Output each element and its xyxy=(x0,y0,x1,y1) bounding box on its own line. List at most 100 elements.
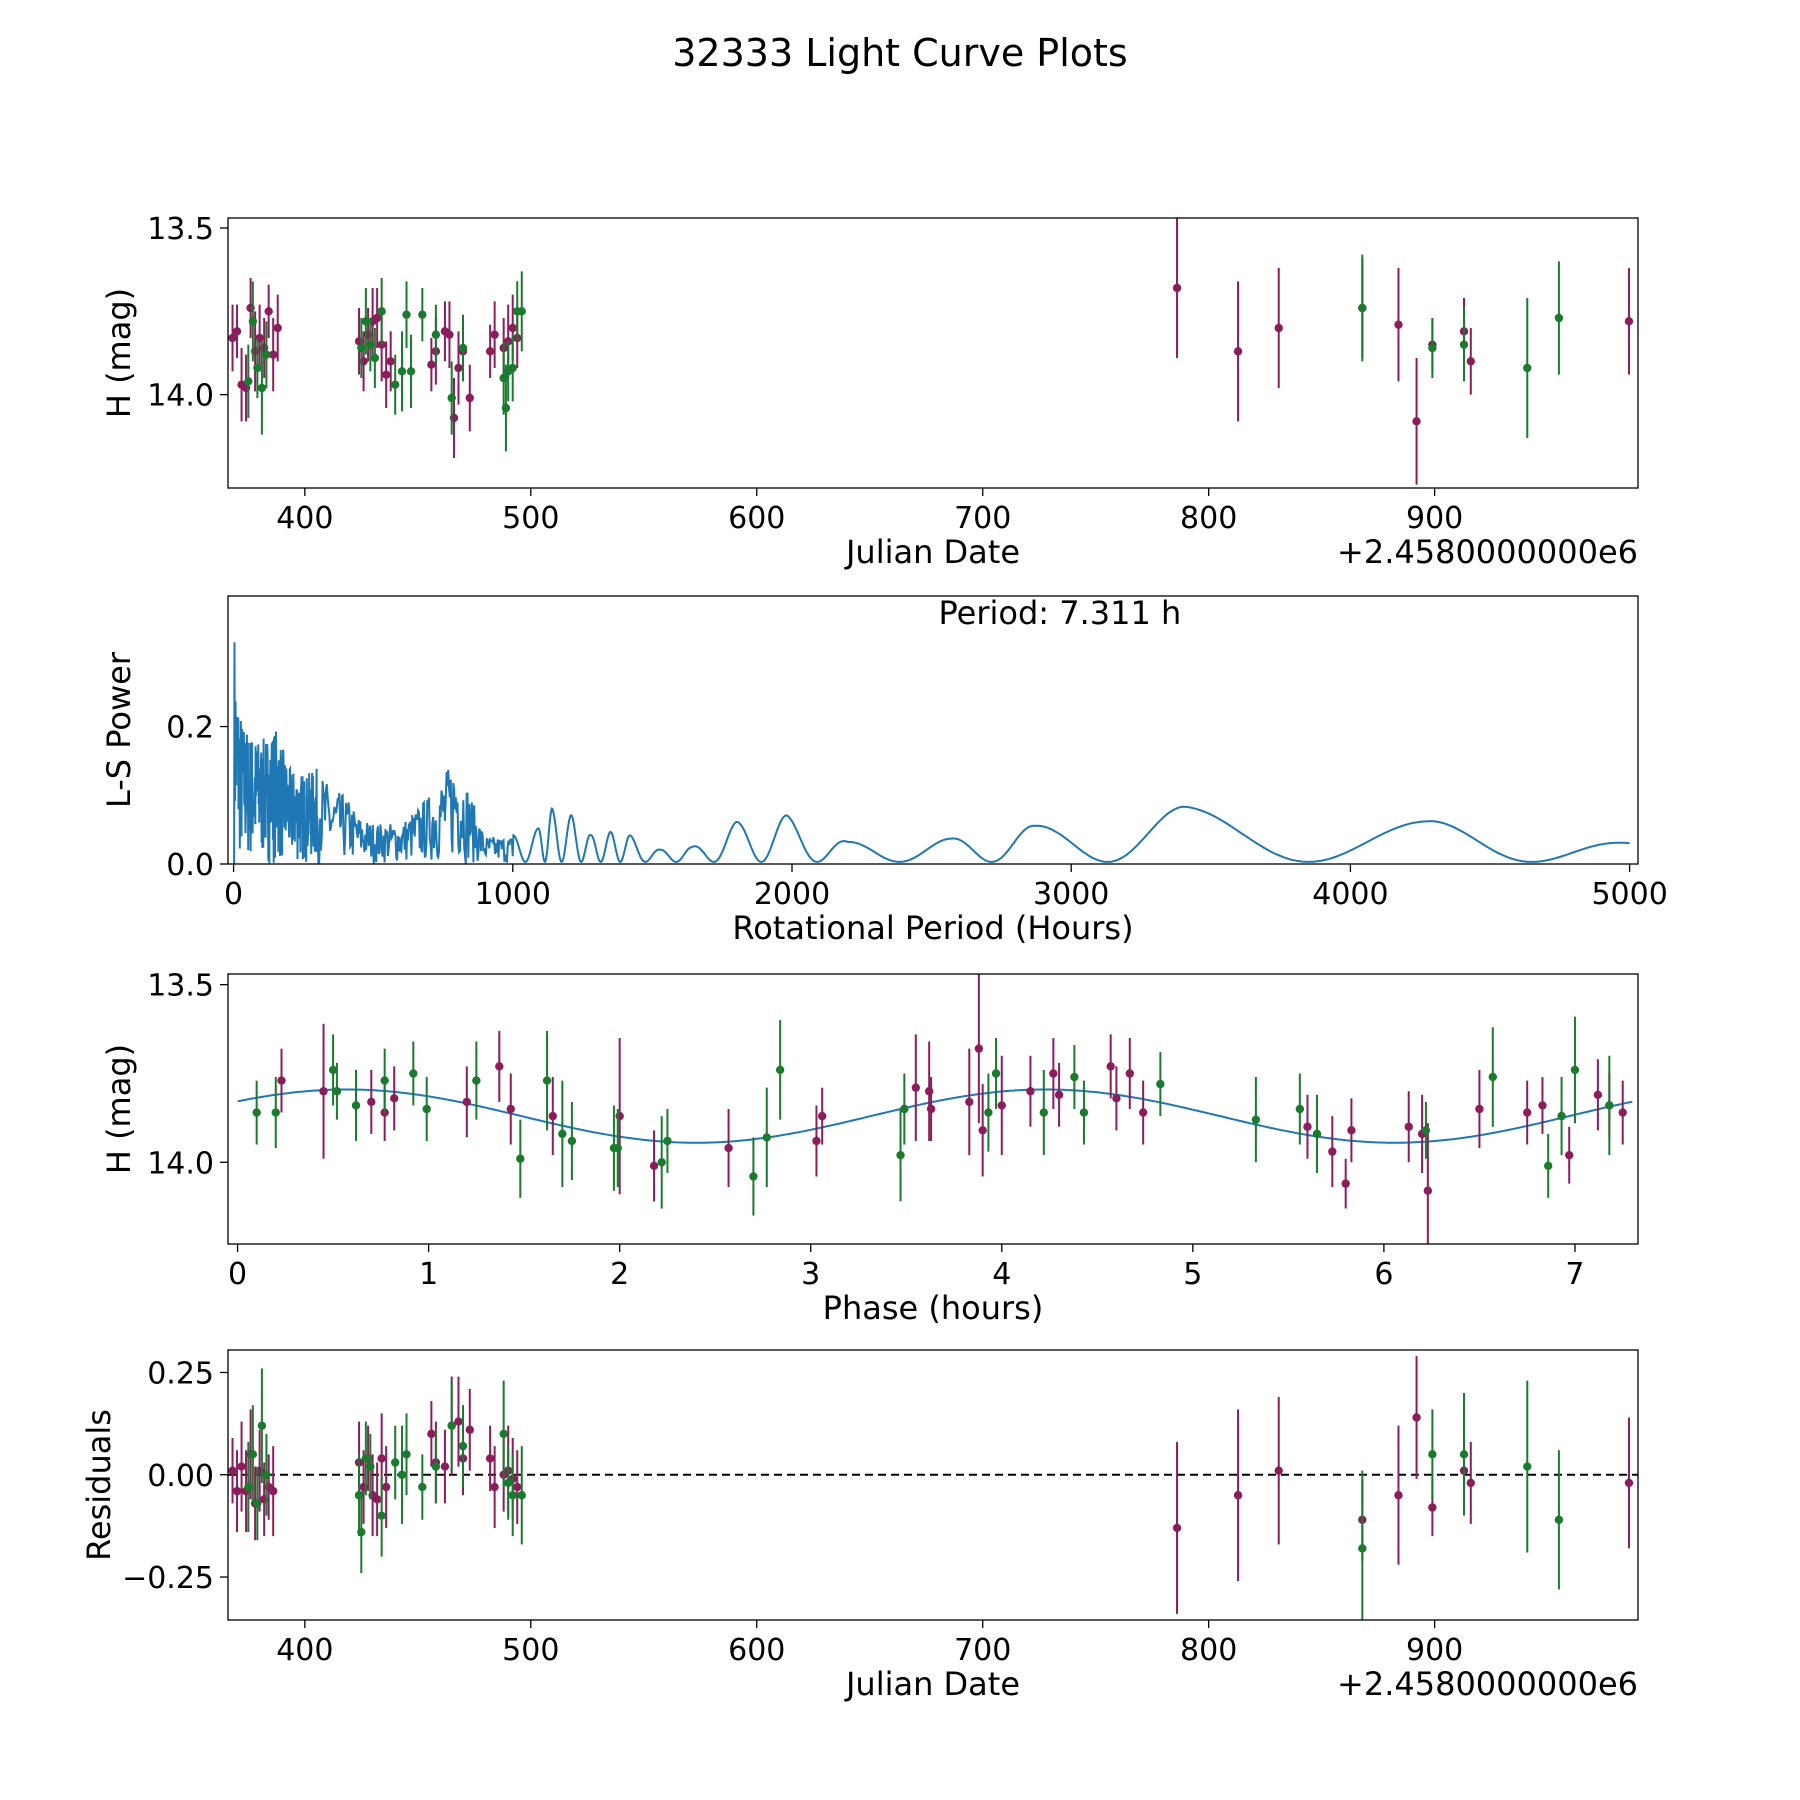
phased-data-point xyxy=(1251,1115,1261,1124)
phased-data-point xyxy=(1054,1090,1064,1099)
phased-xtick-label: 4 xyxy=(992,1257,1011,1292)
phased-data-point xyxy=(749,1172,758,1181)
lightcurve-data-point xyxy=(228,333,237,343)
residuals-data-point xyxy=(418,1482,427,1492)
residuals-ytick-label: −0.25 xyxy=(122,1561,214,1596)
phased-data-point xyxy=(462,1097,472,1107)
phased-data-point xyxy=(1049,1069,1058,1078)
phased-data-point xyxy=(328,1065,338,1075)
phased-data-point xyxy=(1106,1062,1115,1071)
phased-data-point xyxy=(984,1108,993,1117)
phased-data-point xyxy=(558,1129,567,1139)
lightcurve-data-point xyxy=(1394,320,1403,329)
residuals-xtick-label: 700 xyxy=(954,1633,1011,1668)
phased-data-point xyxy=(1026,1087,1035,1096)
phased-data-point xyxy=(924,1087,934,1096)
lightcurve-data-point xyxy=(268,350,278,359)
residuals-data-point xyxy=(366,1462,375,1471)
lightcurve-data-point xyxy=(253,363,262,373)
lightcurve-data-point xyxy=(1274,323,1283,333)
residuals-data-point xyxy=(454,1417,463,1426)
phased-data-point xyxy=(1544,1161,1553,1171)
phased-xtick-label: 0 xyxy=(228,1257,247,1292)
residuals-data-point xyxy=(1172,1523,1182,1533)
periodogram-line xyxy=(233,642,1630,864)
lightcurve-data-point xyxy=(257,383,267,393)
phased-ylabel: H (mag) xyxy=(100,1044,138,1174)
phased-data-point xyxy=(1565,1150,1574,1160)
phased-data-point xyxy=(1070,1072,1079,1082)
phased-xtick-label: 5 xyxy=(1183,1257,1202,1292)
phased-xtick-label: 3 xyxy=(801,1257,820,1292)
lightcurve-data-point xyxy=(1233,347,1243,356)
residuals-data-point xyxy=(381,1482,391,1492)
lightcurve-xtick-label: 800 xyxy=(1180,501,1237,536)
residuals-data-point xyxy=(1428,1503,1437,1512)
residuals-xtick-label: 800 xyxy=(1180,1633,1237,1668)
residuals-data-point xyxy=(458,1441,468,1451)
phased-data-point xyxy=(1341,1179,1350,1188)
lightcurve-data-point xyxy=(1358,303,1367,313)
phased-data-point xyxy=(271,1108,280,1117)
lightcurve-data-point xyxy=(508,323,517,333)
residuals-data-point xyxy=(431,1462,441,1471)
lightcurve-data-point xyxy=(264,307,273,316)
lightcurve-data-point xyxy=(361,317,371,326)
lightcurve-data-point xyxy=(386,357,395,366)
residuals-ytick-label: 0.00 xyxy=(147,1459,214,1494)
residuals-data-point xyxy=(268,1486,278,1496)
residuals-ylabel: Residuals xyxy=(80,1409,118,1561)
phased-data-point xyxy=(1605,1101,1614,1110)
phased-data-point xyxy=(1488,1072,1497,1082)
residuals-data-point xyxy=(517,1491,526,1500)
lightcurve-data-point xyxy=(402,310,411,319)
lightcurve-data-point xyxy=(458,343,468,353)
residuals-xtick-label: 600 xyxy=(728,1633,785,1668)
residuals-data-point xyxy=(465,1425,474,1434)
lightcurve-data-point xyxy=(244,377,253,386)
phased-data-point xyxy=(1475,1104,1484,1114)
lightcurve-data-point xyxy=(1412,417,1421,426)
residuals-xtick-label: 400 xyxy=(276,1633,333,1668)
phased-data-point xyxy=(422,1104,431,1114)
phased-data-point xyxy=(1303,1122,1312,1131)
residuals-data-point xyxy=(447,1421,456,1430)
residuals-data-point xyxy=(1554,1515,1564,1524)
residuals-data-point xyxy=(244,1482,253,1492)
lightcurve-data-point xyxy=(397,367,407,376)
periodogram-xtick-label: 2000 xyxy=(754,877,830,912)
phased-data-point xyxy=(724,1143,733,1153)
phased-data-point xyxy=(896,1150,905,1160)
phased-data-point xyxy=(615,1111,624,1121)
residuals-data-point xyxy=(377,1454,386,1463)
lightcurve-data-point xyxy=(377,307,386,316)
lightcurve-xtick-label: 900 xyxy=(1406,501,1463,536)
phased-data-point xyxy=(974,1044,984,1053)
lightcurve-data-point xyxy=(406,367,416,376)
phased-data-point xyxy=(506,1104,515,1114)
lightcurve-data-point xyxy=(501,403,511,413)
lightcurve-data-point xyxy=(372,313,382,323)
phased-data-point xyxy=(762,1133,771,1142)
phased-data-point xyxy=(277,1076,286,1085)
lightcurve-xtick-label: 600 xyxy=(728,501,785,536)
residuals-xtick-label: 500 xyxy=(502,1633,559,1668)
phased-data-point xyxy=(516,1154,525,1163)
phased-data-point xyxy=(252,1108,261,1117)
residuals-data-point xyxy=(508,1491,517,1500)
lightcurve-data-point xyxy=(248,317,258,326)
residuals-data-point xyxy=(1624,1478,1634,1488)
periodogram-ylabel: L-S Power xyxy=(100,651,138,808)
residuals-data-point xyxy=(499,1429,508,1439)
residuals-data-point xyxy=(372,1495,382,1504)
periodogram-ytick-label: 0.2 xyxy=(166,711,214,746)
phased-data-point xyxy=(997,1101,1006,1110)
lightcurve-data-point xyxy=(1466,357,1475,366)
phased-data-point xyxy=(1593,1090,1603,1099)
lightcurve-data-point xyxy=(366,340,375,349)
phased-data-point xyxy=(1557,1111,1566,1121)
periodogram-plot-area xyxy=(233,642,1630,864)
phased-data-point xyxy=(1423,1186,1433,1195)
periodogram-xtick-label: 4000 xyxy=(1312,877,1388,912)
